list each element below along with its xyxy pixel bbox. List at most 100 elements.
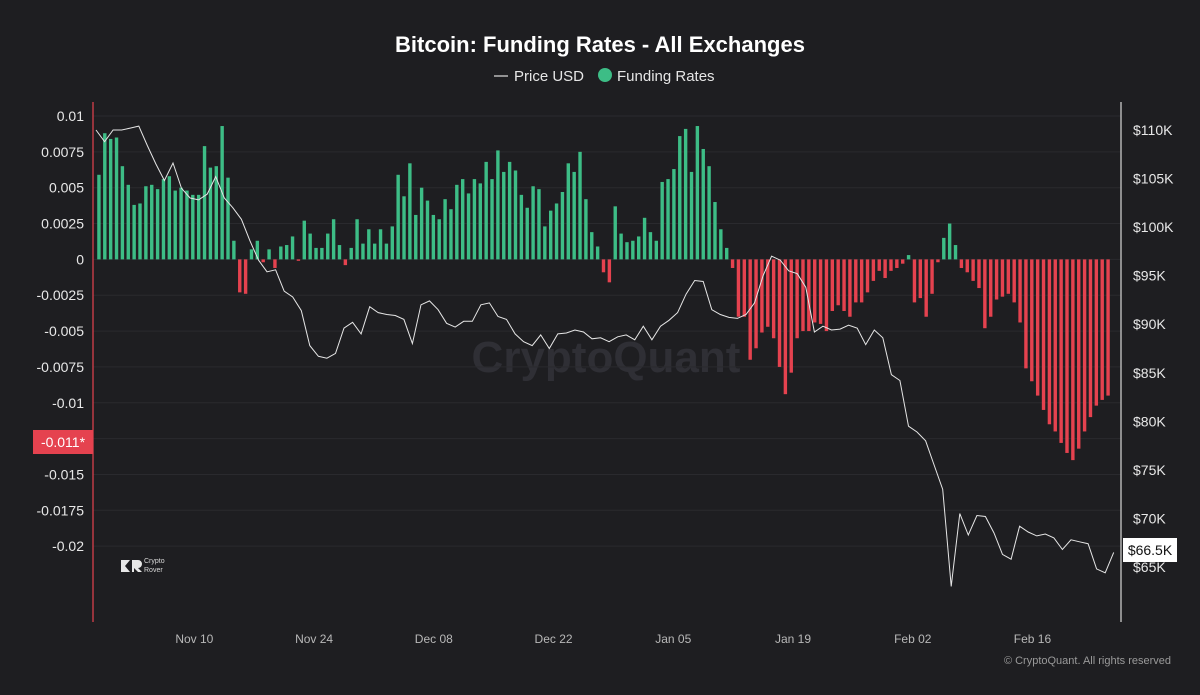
right-tick-label-8: $70K [1133, 510, 1166, 526]
funding-bar [842, 259, 846, 312]
x-tick-label-6: Feb 02 [894, 632, 932, 646]
left-axis-ticks: 0.01 0.0075 0.005 0.0025 0 -0.0025 -0.005 -0.00… [37, 108, 85, 554]
funding-bar [243, 259, 248, 294]
funding-bar [912, 259, 917, 303]
legend-price-label[interactable]: Price USD [514, 68, 584, 85]
funding-bar [1059, 259, 1063, 443]
funding-bar [484, 161, 488, 260]
funding-bar [865, 259, 870, 293]
right-tick-label-3: $95K [1133, 268, 1166, 284]
funding-bar [813, 259, 817, 323]
funding-bar [725, 247, 729, 260]
crypto-rover-logo-icon [121, 560, 142, 572]
left-tick-label-8: -0.01 [52, 395, 84, 411]
funding-bar [566, 163, 570, 260]
funding-bar [771, 259, 776, 339]
funding-bar [326, 233, 330, 260]
x-tick-label-3: Dec 22 [535, 632, 573, 646]
left-tick-label-4: 0 [76, 251, 84, 267]
funding-bar [854, 259, 858, 303]
funding-bar [965, 259, 969, 273]
funding-bar [918, 259, 923, 299]
funding-bar [367, 229, 371, 260]
funding-bar [472, 179, 477, 260]
funding-bar [466, 193, 471, 260]
current-price-badge-bg [1123, 538, 1177, 562]
x-axis-ticks: Nov 10 Nov 24 Dec 08 Dec 22 Jan 05 Jan 19 Feb … [175, 632, 1051, 646]
funding-bar [607, 259, 612, 283]
funding-bar [525, 207, 529, 260]
funding-bar [983, 259, 987, 329]
funding-bar [167, 176, 172, 260]
funding-bar [1000, 259, 1005, 297]
x-tick-label-4: Jan 05 [655, 632, 691, 646]
funding-bar [132, 204, 136, 260]
funding-bar [754, 259, 758, 349]
funding-bar [895, 259, 899, 268]
funding-bar [578, 151, 582, 260]
crypto-rover-logo: Crypto Rover [121, 558, 165, 574]
copyright-notice: © CryptoQuant. All rights reserved [1004, 655, 1171, 667]
funding-bar [548, 210, 553, 260]
logo-text-crypto: Crypto [144, 558, 165, 565]
funding-bar [795, 259, 799, 339]
current-funding-badge-bg [33, 430, 93, 454]
funding-bar [308, 233, 312, 260]
funding-bar [150, 184, 154, 260]
funding-bar [848, 259, 852, 317]
legend-funding-dot [598, 68, 612, 82]
funding-bar [830, 259, 835, 312]
funding-bar [537, 189, 541, 260]
funding-bar [284, 245, 289, 260]
funding-bar [531, 186, 535, 260]
x-tick-label-5: Jan 19 [775, 632, 811, 646]
funding-bar [654, 240, 659, 260]
funding-bar [414, 214, 418, 260]
watermark: CryptoQuant [472, 333, 741, 382]
right-tick-label-6: $80K [1133, 413, 1166, 429]
funding-bar [554, 203, 559, 260]
funding-bar [185, 190, 189, 260]
funding-bar [883, 259, 887, 279]
funding-bar [460, 179, 465, 260]
funding-bar [766, 259, 770, 327]
funding-bar [507, 161, 512, 260]
funding-bar [1035, 259, 1040, 396]
funding-bar [836, 259, 840, 306]
funding-bar [631, 240, 635, 260]
right-tick-label-5: $85K [1133, 365, 1166, 381]
funding-bar [161, 179, 166, 260]
funding-bar [431, 214, 436, 260]
funding-bar [871, 259, 876, 281]
funding-bar [877, 259, 881, 271]
funding-bar [202, 146, 207, 260]
funding-bar [408, 163, 412, 260]
funding-bar [196, 194, 201, 260]
funding-bar [947, 223, 952, 260]
funding-bar [1071, 259, 1075, 461]
left-tick-label-2: 0.005 [49, 180, 84, 196]
funding-bar [1077, 259, 1081, 449]
left-tick-label-10: -0.015 [44, 466, 84, 482]
funding-bar [543, 226, 547, 260]
funding-bar [103, 133, 107, 260]
funding-bar [730, 259, 735, 268]
funding-bar [942, 237, 946, 260]
funding-bar [267, 249, 271, 260]
funding-bar [144, 186, 148, 260]
left-tick-label-3: 0.0025 [41, 216, 84, 232]
price-usd-line [95, 125, 1115, 587]
funding-bar [396, 174, 400, 260]
funding-bar [455, 184, 459, 260]
funding-bar [719, 229, 723, 260]
funding-bar [859, 259, 864, 303]
funding-bar [437, 219, 441, 260]
legend-funding-label[interactable]: Funding Rates [617, 68, 715, 85]
funding-bar [290, 236, 295, 260]
funding-bar [889, 259, 893, 271]
funding-bar [425, 200, 430, 260]
funding-bar [449, 209, 453, 260]
funding-bar [255, 240, 260, 260]
funding-bar [783, 259, 788, 395]
